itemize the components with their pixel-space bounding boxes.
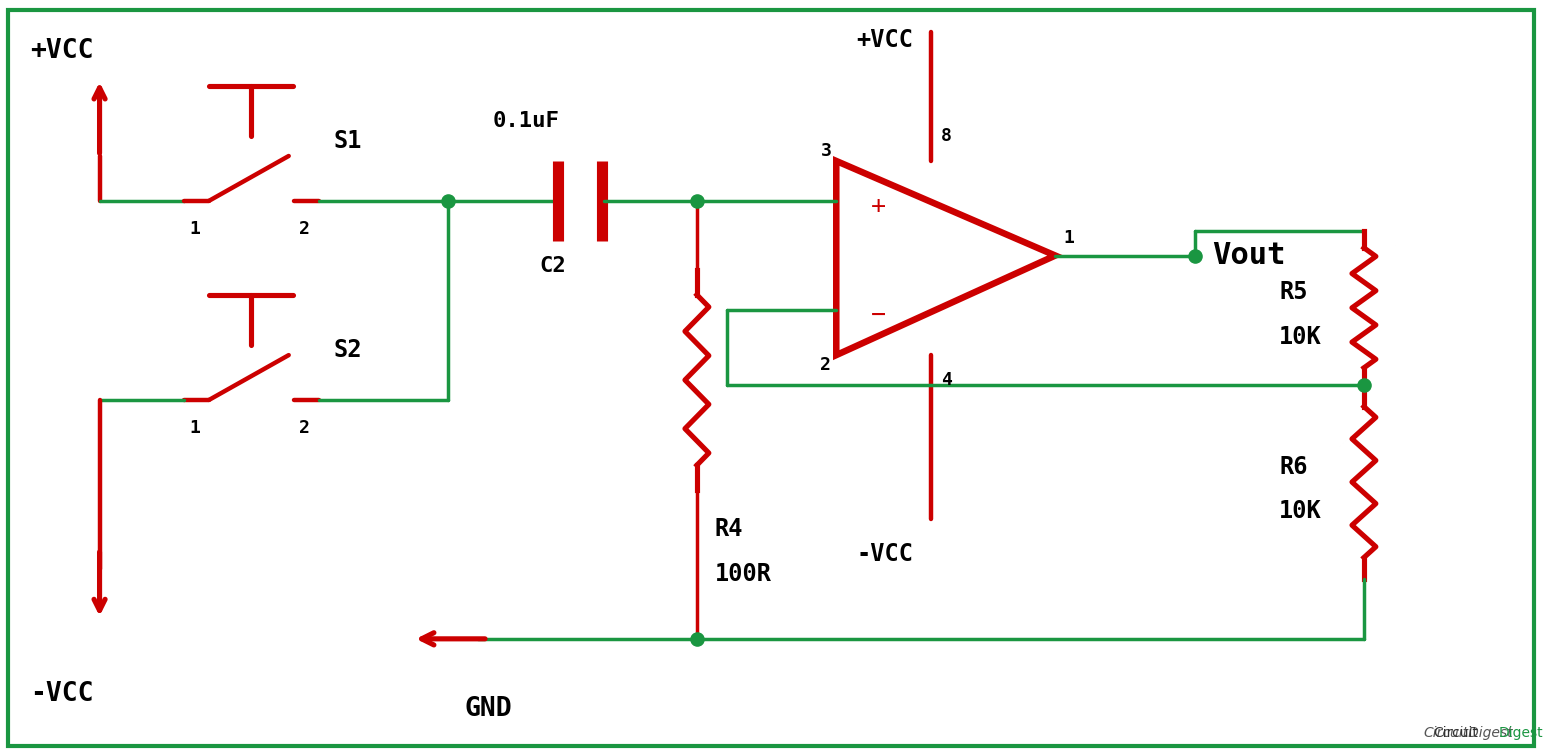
Text: -VCC: -VCC: [857, 542, 914, 566]
Text: Circuit: Circuit: [1434, 727, 1478, 740]
Point: [685, 195, 709, 207]
Point: [1352, 379, 1377, 391]
FancyBboxPatch shape: [8, 10, 1534, 746]
Text: CircuitDigest: CircuitDigest: [1424, 727, 1513, 740]
Text: Digest: Digest: [1498, 727, 1543, 740]
Point: [1182, 249, 1207, 262]
Text: S2: S2: [333, 338, 362, 362]
Text: GND: GND: [465, 696, 511, 721]
Text: +: +: [871, 194, 886, 218]
Text: 1: 1: [189, 220, 200, 237]
Text: 0.1uF: 0.1uF: [493, 111, 559, 131]
Text: 2: 2: [821, 356, 832, 374]
Text: C2: C2: [539, 256, 567, 275]
Point: [685, 633, 709, 645]
Text: Vout: Vout: [1213, 241, 1286, 270]
Text: 10K: 10K: [1279, 500, 1321, 523]
Text: R5: R5: [1279, 280, 1307, 305]
Text: −: −: [871, 303, 886, 327]
Text: 10K: 10K: [1279, 325, 1321, 349]
Text: 8: 8: [940, 127, 951, 145]
Text: +VCC: +VCC: [29, 39, 93, 64]
Text: -VCC: -VCC: [29, 680, 93, 707]
Text: R4: R4: [714, 517, 744, 541]
Text: 2: 2: [299, 220, 310, 237]
Text: 1: 1: [189, 419, 200, 437]
Text: 4: 4: [940, 371, 951, 389]
Point: [435, 195, 460, 207]
Text: R6: R6: [1279, 454, 1307, 479]
Text: +VCC: +VCC: [857, 27, 914, 51]
Text: 3: 3: [821, 142, 832, 160]
Text: 2: 2: [299, 419, 310, 437]
Text: 100R: 100R: [714, 562, 771, 586]
Text: 1: 1: [1063, 228, 1073, 246]
Text: S1: S1: [333, 129, 362, 153]
